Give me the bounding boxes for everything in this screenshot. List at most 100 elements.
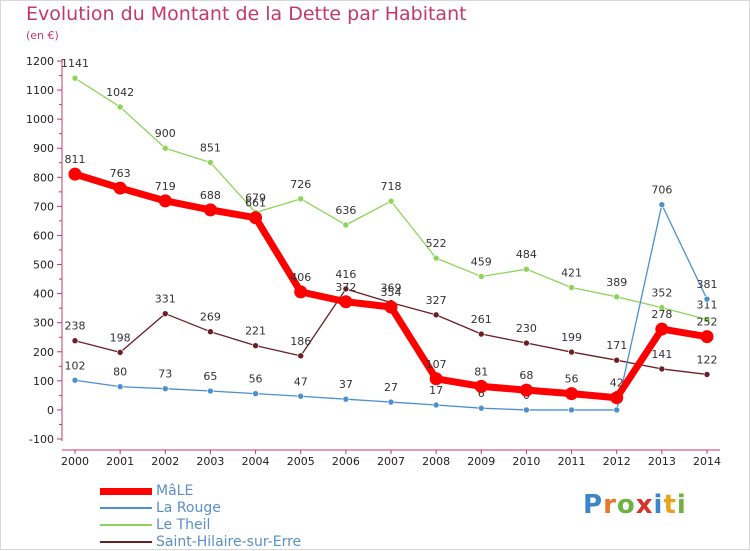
legend-label: Le Theil bbox=[156, 517, 211, 533]
data-label: 327 bbox=[426, 294, 447, 307]
data-label: 47 bbox=[294, 375, 308, 388]
legend-swatch bbox=[100, 541, 152, 543]
data-point bbox=[252, 342, 259, 349]
data-label: 706 bbox=[651, 184, 672, 197]
data-label: 230 bbox=[516, 322, 537, 335]
data-label: 56 bbox=[565, 373, 579, 386]
data-point bbox=[477, 330, 485, 338]
data-point bbox=[339, 295, 353, 309]
data-point bbox=[297, 352, 305, 360]
legend-label: La Rouge bbox=[156, 500, 221, 516]
data-label: 369 bbox=[381, 282, 402, 295]
data-label: 522 bbox=[426, 237, 447, 250]
logo-letter: i bbox=[676, 490, 687, 520]
data-label: 416 bbox=[335, 268, 356, 281]
y-tick-label: 100 bbox=[33, 375, 54, 388]
data-point bbox=[297, 195, 305, 203]
data-point bbox=[297, 392, 305, 400]
logo-letter: P bbox=[583, 490, 604, 520]
data-point bbox=[568, 406, 575, 414]
data-point bbox=[565, 387, 579, 401]
data-point bbox=[568, 284, 575, 291]
y-tick-label: 800 bbox=[33, 171, 54, 184]
data-label: 726 bbox=[290, 178, 311, 191]
data-point bbox=[703, 295, 711, 303]
data-point bbox=[207, 328, 214, 336]
data-point bbox=[523, 265, 530, 273]
data-label: 68 bbox=[519, 369, 533, 382]
data-point bbox=[207, 387, 214, 395]
data-point bbox=[203, 203, 217, 217]
y-tick-label: 400 bbox=[33, 288, 54, 301]
data-point bbox=[523, 339, 530, 347]
data-label: 17 bbox=[429, 384, 443, 397]
logo-letter: x bbox=[635, 490, 654, 520]
data-label: 122 bbox=[697, 353, 718, 366]
x-tick-label: 2012 bbox=[603, 455, 631, 468]
legend-swatch bbox=[100, 507, 152, 509]
proxiti-logo: Proxiti bbox=[583, 490, 687, 520]
data-point bbox=[523, 406, 530, 414]
data-label: 1042 bbox=[106, 86, 134, 99]
data-point bbox=[116, 349, 124, 356]
data-point bbox=[568, 348, 575, 356]
data-point bbox=[249, 211, 263, 225]
data-label: 81 bbox=[474, 365, 488, 378]
logo-letter: i bbox=[653, 490, 664, 520]
data-label: 421 bbox=[561, 267, 582, 280]
data-point bbox=[658, 304, 666, 311]
chart-subtitle: (en €) bbox=[26, 29, 59, 42]
data-label: 269 bbox=[200, 311, 221, 324]
x-tick-label: 2006 bbox=[332, 455, 360, 468]
data-label: 381 bbox=[697, 278, 718, 291]
data-point bbox=[613, 356, 621, 364]
data-label: 679 bbox=[245, 191, 266, 204]
legend-swatch bbox=[100, 487, 152, 495]
data-point bbox=[252, 390, 259, 397]
data-label: 688 bbox=[200, 189, 221, 202]
data-label: 636 bbox=[335, 204, 356, 217]
data-point bbox=[655, 322, 669, 336]
data-label: 719 bbox=[155, 180, 176, 193]
data-point bbox=[700, 330, 714, 344]
x-tick-label: 2001 bbox=[106, 455, 134, 468]
data-point bbox=[610, 391, 624, 405]
data-point bbox=[207, 159, 214, 166]
data-label: 171 bbox=[606, 339, 627, 352]
data-label: 763 bbox=[110, 167, 131, 180]
x-tick-label: 2009 bbox=[467, 455, 495, 468]
y-tick-label: 500 bbox=[33, 259, 54, 272]
data-label: 1141 bbox=[61, 57, 89, 70]
data-point bbox=[71, 74, 79, 82]
data-point bbox=[161, 310, 169, 317]
data-label: 37 bbox=[339, 378, 353, 391]
y-tick-label: 700 bbox=[33, 200, 54, 213]
y-tick-label: 1200 bbox=[26, 55, 54, 68]
data-label: 389 bbox=[606, 276, 627, 289]
data-label: 661 bbox=[245, 197, 266, 210]
y-tick-label: 1000 bbox=[26, 113, 54, 126]
y-tick-label: 900 bbox=[33, 142, 54, 155]
data-point bbox=[342, 221, 350, 229]
data-label: 261 bbox=[471, 313, 492, 326]
data-label: 73 bbox=[158, 368, 172, 381]
data-label: 65 bbox=[203, 370, 217, 383]
data-point bbox=[116, 383, 124, 390]
data-label: 238 bbox=[65, 320, 86, 333]
data-label: 80 bbox=[113, 366, 127, 379]
data-point bbox=[387, 197, 395, 205]
data-point bbox=[158, 194, 172, 208]
legend-swatch bbox=[100, 524, 152, 526]
data-point bbox=[477, 273, 485, 280]
data-point bbox=[432, 401, 440, 409]
data-point bbox=[68, 167, 82, 181]
y-tick-label: 1100 bbox=[26, 84, 54, 97]
x-tick-label: 2007 bbox=[377, 455, 405, 468]
data-point bbox=[71, 337, 79, 345]
data-point bbox=[342, 285, 350, 293]
data-label: 42 bbox=[610, 377, 624, 390]
x-tick-label: 2002 bbox=[151, 455, 179, 468]
data-point bbox=[342, 395, 350, 403]
data-label: 199 bbox=[561, 331, 582, 344]
x-tick-label: 2003 bbox=[196, 455, 224, 468]
